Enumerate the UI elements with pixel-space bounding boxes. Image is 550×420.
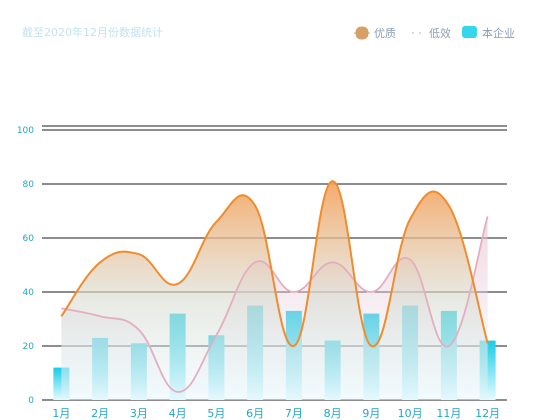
- x-tick-label-10: 10月: [398, 407, 423, 420]
- line-低效[interactable]: [61, 216, 489, 393]
- y-tick-label-80: 80: [23, 180, 35, 190]
- x-tick-label-9: 9月: [362, 407, 380, 420]
- x-tick-label-12: 12月: [475, 407, 500, 420]
- legend-item-本企业[interactable]: 本企业: [462, 26, 515, 40]
- legend-item-优质[interactable]: 优质: [354, 26, 396, 40]
- x-tick-label-11: 11月: [436, 407, 461, 420]
- legend: 优质 低效 本企业: [354, 26, 515, 40]
- x-tick-label-3: 3月: [130, 407, 148, 420]
- y-axis-ticks: 0 20 40 60 80 100: [17, 126, 34, 406]
- x-tick-label-4: 4月: [169, 407, 187, 420]
- legend-label-本企业: 本企业: [482, 26, 515, 40]
- x-tick-label-8: 8月: [324, 407, 342, 420]
- y-tick-label-40: 40: [23, 288, 35, 298]
- y-tick-label-20: 20: [23, 342, 35, 352]
- y-tick-label-100: 100: [17, 126, 34, 136]
- x-tick-label-6: 6月: [246, 407, 264, 420]
- x-tick-label-2: 2月: [91, 407, 109, 420]
- legend-swatch-低效: [412, 32, 414, 34]
- x-tick-label-7: 7月: [285, 407, 303, 420]
- legend-swatch-本企业: [462, 26, 477, 38]
- legend-item-低效[interactable]: 低效: [412, 26, 451, 40]
- line-优质[interactable]: [60, 180, 489, 348]
- x-axis-ticks: 1月 2月 3月 4月 5月 6月 7月 8月 9月 10月 11月 12月: [52, 407, 500, 420]
- chart-title: 截至2020年12月份数据统计: [22, 25, 163, 39]
- legend-label-低效: 低效: [429, 26, 451, 40]
- legend-swatch-优质: [354, 26, 370, 40]
- x-tick-label-1: 1月: [52, 407, 70, 420]
- legend-swatch-低效-dot: [419, 32, 421, 34]
- x-tick-label-5: 5月: [207, 407, 225, 420]
- legend-label-优质: 优质: [374, 27, 396, 40]
- lines: [60, 180, 489, 393]
- y-tick-label-60: 60: [23, 234, 35, 244]
- y-tick-label-0: 0: [28, 396, 34, 406]
